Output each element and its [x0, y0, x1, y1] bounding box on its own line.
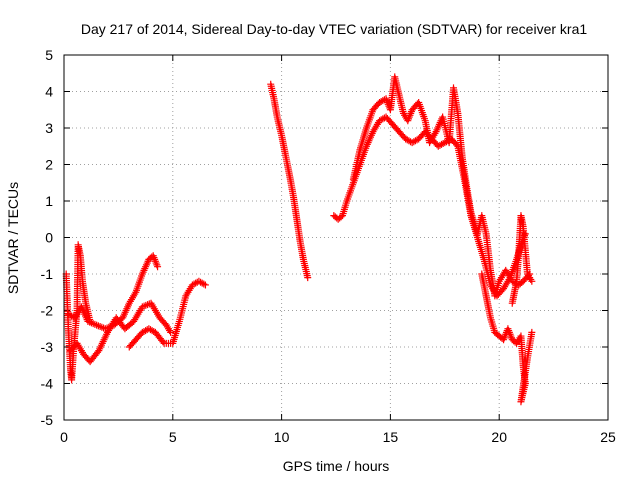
y-tick-label: 1: [45, 193, 53, 209]
data-point: [405, 137, 413, 145]
series-sat-b: [67, 299, 175, 366]
x-tick-label: 5: [169, 429, 177, 445]
y-tick-label: 4: [45, 84, 53, 100]
data-point: [200, 280, 208, 288]
y-tick-label: 2: [45, 157, 53, 173]
series-sat-d: [125, 277, 209, 351]
data-point: [159, 338, 167, 346]
y-tick-label: 5: [45, 47, 53, 63]
x-tick-label: 25: [600, 429, 616, 445]
y-axis-label: SDTVAR / TECUs: [5, 182, 21, 294]
data-point: [154, 263, 162, 271]
data-point: [528, 277, 536, 285]
plot-frame: [63, 54, 609, 421]
x-tick-label: 10: [274, 429, 290, 445]
data-point: [304, 274, 312, 282]
data-point: [148, 327, 156, 335]
data-point: [86, 317, 94, 325]
data-point: [198, 279, 206, 287]
x-tick-label: 0: [60, 429, 68, 445]
series-sat-i: [508, 212, 536, 307]
data-points: [62, 73, 536, 406]
series-sat-h: [478, 270, 536, 406]
series-sat-g: [349, 73, 534, 300]
y-tick-labels: -5 -4 -3 -2 -1 0 1 2 3 4 5: [41, 47, 54, 428]
y-tick-label: -5: [41, 412, 54, 428]
x-tick-label: 20: [491, 429, 507, 445]
data-point: [201, 281, 209, 289]
data-point: [142, 327, 150, 335]
y-tick-label: -3: [41, 339, 54, 355]
y-tick-label: -2: [41, 303, 54, 319]
x-axis-label: GPS time / hours: [283, 458, 390, 474]
data-point: [528, 328, 536, 336]
data-point: [167, 328, 175, 336]
chart-title: Day 217 of 2014, Sidereal Day-to-day VTE…: [81, 21, 587, 37]
x-tick-labels: 0 5 10 15 20 25: [60, 429, 616, 445]
y-tick-label: 0: [45, 230, 53, 246]
series-sat-e: [267, 80, 312, 282]
y-tick-label: -4: [41, 376, 54, 392]
data-point: [411, 137, 419, 145]
x-tick-label: 15: [383, 429, 399, 445]
y-tick-label: -1: [41, 266, 54, 282]
data-point: [192, 279, 200, 287]
grid-lines: [64, 55, 608, 420]
y-tick-label: 3: [45, 120, 53, 136]
